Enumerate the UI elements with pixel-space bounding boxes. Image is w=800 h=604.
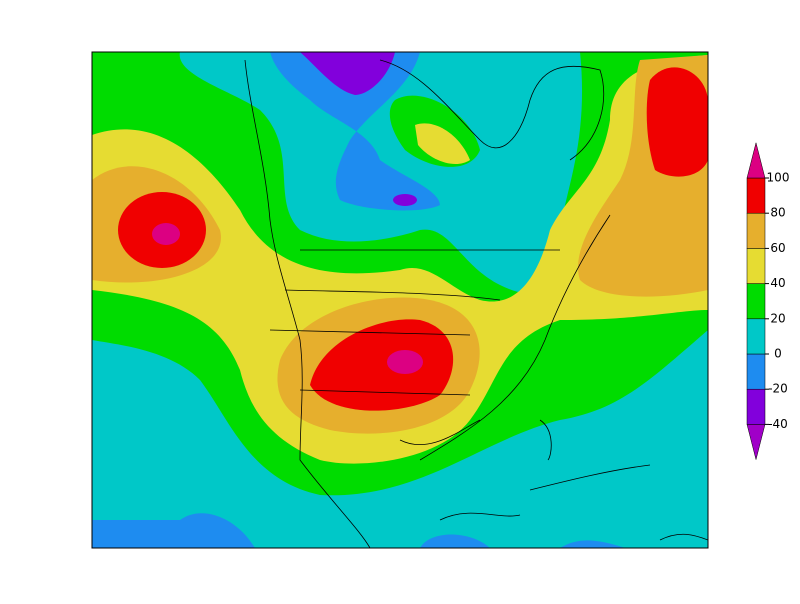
coastline bbox=[244, 59, 371, 548]
colorbar-box bbox=[746, 353, 766, 390]
coastlines bbox=[244, 59, 708, 548]
contour-80-100 bbox=[646, 67, 708, 177]
colorbar-box bbox=[746, 388, 766, 425]
colorbar-label: 100 bbox=[767, 171, 790, 185]
contour-40-60 bbox=[415, 123, 470, 165]
colorbar-end bbox=[746, 424, 766, 460]
colorbar-label: 40 bbox=[770, 276, 785, 290]
colorbar-box bbox=[746, 283, 766, 320]
contour-above-100 bbox=[387, 350, 423, 374]
contour-field bbox=[92, 52, 708, 548]
coastline bbox=[419, 214, 611, 461]
colorbar-label: -40 bbox=[768, 417, 788, 431]
contour-minus20-0 bbox=[270, 52, 440, 211]
contour-minus40-minus20 bbox=[393, 194, 417, 206]
coastline bbox=[379, 59, 605, 161]
contour-minus20-0 bbox=[560, 540, 625, 548]
contour-80-100 bbox=[310, 319, 454, 411]
colorbar-box bbox=[746, 177, 766, 214]
contour-above-100 bbox=[152, 223, 180, 245]
contour-minus20-0 bbox=[92, 513, 255, 548]
colorbar-label: 20 bbox=[770, 311, 785, 325]
contour-minus20-0 bbox=[420, 534, 490, 548]
colorbar-label: 0 bbox=[774, 347, 782, 361]
colorbar-box bbox=[746, 318, 766, 355]
colorbar-label: 60 bbox=[770, 241, 785, 255]
colorbar: -40 -20 0 20 40 60 80 100 bbox=[746, 142, 790, 460]
contour-40-60 bbox=[92, 55, 708, 464]
map-frame bbox=[91, 51, 709, 549]
coastline bbox=[269, 249, 560, 446]
colorbar-end bbox=[746, 142, 766, 179]
colorbar-label: -20 bbox=[768, 382, 788, 396]
colorbar-label: 80 bbox=[770, 206, 785, 220]
coastline bbox=[439, 464, 708, 541]
colorbar-box bbox=[746, 212, 766, 249]
contour-minus40-minus20 bbox=[300, 52, 395, 95]
colorbar-box bbox=[746, 248, 766, 284]
